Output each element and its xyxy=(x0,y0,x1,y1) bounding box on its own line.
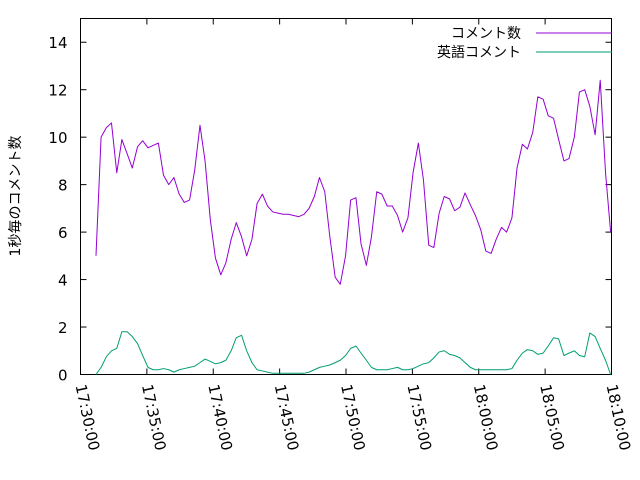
y-axis-label: 1秒毎のコメント数 xyxy=(8,136,24,257)
y-axis-ticks: 0 2 4 6 8 10 12 14 xyxy=(48,34,612,385)
series-layer xyxy=(95,79,612,375)
y-tick-label: 2 xyxy=(58,319,68,337)
legend-label: 英語コメント xyxy=(437,44,521,61)
x-axis-ticks: 17:30:00 17:35:00 17:40:00 17:45:00 17:50:00… xyxy=(72,18,635,453)
y-tick-label: 6 xyxy=(58,224,68,242)
y-tick-label: 12 xyxy=(48,82,67,100)
x-tick-label: 17:50:00 xyxy=(337,383,369,453)
x-tick-label: 17:35:00 xyxy=(138,383,170,453)
y-tick-label: 14 xyxy=(48,34,67,52)
series-line-1 xyxy=(95,79,612,285)
plot-frame xyxy=(80,18,612,375)
y-tick-label: 0 xyxy=(58,367,68,385)
x-tick-label: 17:30:00 xyxy=(72,383,104,453)
x-tick-label: 17:40:00 xyxy=(204,383,236,453)
x-tick-label: 18:10:00 xyxy=(603,383,635,453)
x-tick-label: 17:55:00 xyxy=(403,383,435,453)
legend-label: コメント数 xyxy=(451,26,521,42)
x-tick-label: 18:00:00 xyxy=(470,383,502,453)
series-line-2 xyxy=(95,331,612,375)
y-tick-label: 4 xyxy=(58,272,68,290)
x-tick-label: 17:45:00 xyxy=(271,383,303,453)
y-tick-label: 8 xyxy=(58,177,68,195)
x-tick-label: 18:05:00 xyxy=(536,383,568,453)
y-tick-label: 10 xyxy=(48,129,67,147)
